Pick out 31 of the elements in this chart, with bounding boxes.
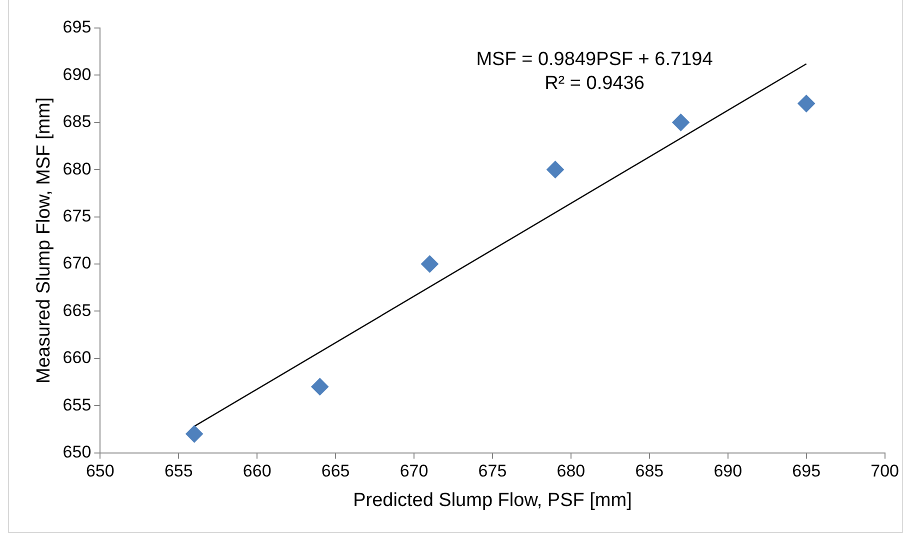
point	[546, 160, 564, 178]
x-tick-label: 700	[870, 462, 900, 481]
annotation: R² = 0.9436	[544, 73, 644, 94]
point	[798, 94, 816, 112]
y-axis-title: Measured Slump Flow, MSF [mm]	[34, 97, 55, 384]
y-tick-label: 690	[62, 64, 92, 84]
point	[311, 378, 329, 396]
y-tick-label: 660	[62, 348, 92, 368]
y-tick-label: 695	[62, 18, 92, 37]
y-tick-label: 685	[62, 112, 92, 132]
x-axis-title: Predicted Slump Flow, PSF [mm]	[353, 490, 632, 511]
x-tick-label: 665	[321, 462, 350, 481]
x-tick-label: 650	[86, 462, 114, 481]
x-tick-label: 690	[714, 462, 742, 481]
y-tick-label: 680	[62, 159, 92, 178]
x-tick-label: 685	[635, 462, 664, 481]
x-tick-label: 660	[242, 462, 272, 481]
point	[672, 114, 690, 132]
annotation: MSF = 0.9849PSF + 6.7194	[476, 49, 714, 70]
y-tick-label: 650	[62, 442, 92, 462]
point	[421, 255, 438, 273]
y-tick-label: 675	[62, 206, 92, 226]
y-tick-label: 670	[62, 254, 92, 273]
x-tick-label: 695	[792, 462, 821, 481]
x-tick-label: 655	[164, 462, 193, 481]
x-tick-label: 680	[556, 462, 586, 481]
point	[186, 425, 203, 443]
y-tick-label: 655	[62, 395, 92, 414]
y-tick-label: 665	[62, 300, 92, 320]
x-tick-label: 670	[400, 462, 428, 481]
x-tick-label: 675	[478, 462, 507, 481]
